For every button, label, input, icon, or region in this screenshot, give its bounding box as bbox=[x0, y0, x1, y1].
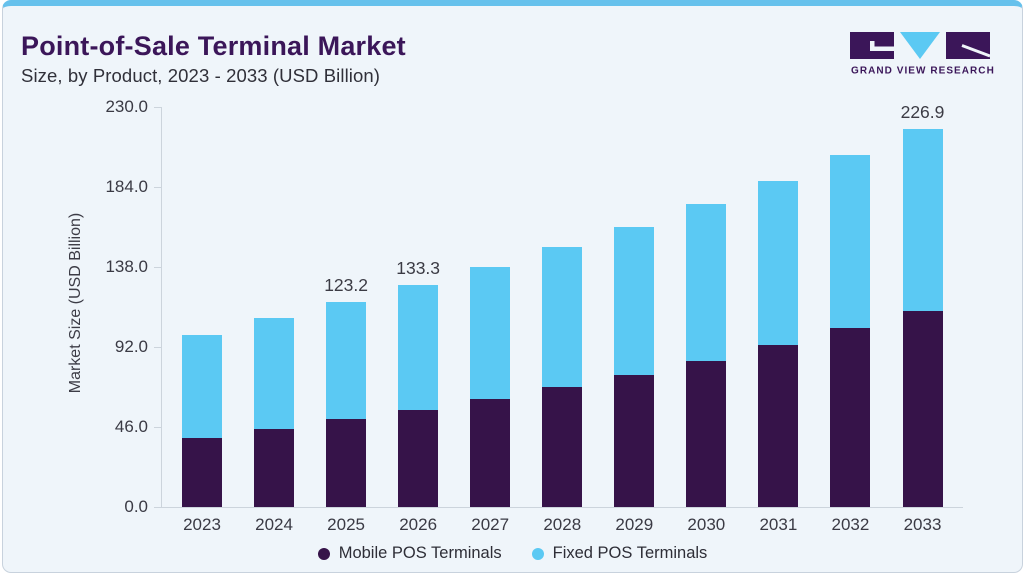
bar-2025 bbox=[326, 301, 367, 507]
y-tick-mark bbox=[154, 186, 162, 188]
legend-item: Mobile POS Terminals bbox=[317, 544, 502, 563]
y-tick-label: 184.0 bbox=[105, 177, 148, 196]
bar-segment-mobile bbox=[254, 428, 295, 507]
bar-2028 bbox=[542, 246, 583, 507]
y-tick-mark bbox=[154, 426, 162, 428]
bar-segment-mobile bbox=[398, 409, 439, 507]
bar-segment-fixed bbox=[686, 203, 727, 361]
legend-label: Fixed POS Terminals bbox=[552, 544, 708, 562]
bar-value-label: 123.2 bbox=[324, 274, 368, 295]
y-tick-mark bbox=[154, 106, 162, 108]
bar-segment-fixed bbox=[614, 226, 655, 375]
bar-2029 bbox=[614, 226, 655, 507]
y-axis-title: Market Size (USD Billion) bbox=[67, 212, 84, 394]
bar-segment-mobile bbox=[542, 386, 583, 507]
bar-segment-mobile bbox=[758, 345, 799, 507]
bar-segment-fixed bbox=[470, 266, 511, 399]
legend-dot-icon bbox=[531, 547, 544, 560]
y-tick-label: 46.0 bbox=[114, 417, 148, 436]
bar-segment-fixed bbox=[254, 317, 295, 429]
bar-2031 bbox=[758, 181, 799, 507]
bar-segment-mobile bbox=[614, 374, 655, 507]
x-axis-label-2024: 2024 bbox=[255, 515, 293, 534]
gvr-logo-text: GRAND VIEW RESEARCH bbox=[851, 66, 995, 77]
x-axis-label-2027: 2027 bbox=[471, 515, 510, 534]
x-axis-label-2025: 2025 bbox=[327, 515, 365, 534]
bar-2027 bbox=[470, 266, 511, 507]
chart-header: Point-of-Sale Terminal Market Size, by P… bbox=[21, 30, 1002, 88]
bar-2030 bbox=[686, 203, 727, 507]
bar-segment-mobile bbox=[326, 419, 367, 507]
x-axis-label-2023: 2023 bbox=[183, 515, 221, 534]
bar-segment-mobile bbox=[470, 398, 511, 507]
x-axis-label-2029: 2029 bbox=[615, 515, 654, 534]
bar-2024 bbox=[254, 317, 295, 507]
page-subtitle: Size, by Product, 2023 - 2033 (USD Billi… bbox=[21, 65, 381, 86]
bar-segment-mobile bbox=[902, 310, 943, 507]
x-axis-label-2026: 2026 bbox=[399, 515, 438, 534]
x-axis-label-2031: 2031 bbox=[759, 515, 798, 534]
bar-segment-mobile bbox=[830, 328, 871, 507]
legend-label: Mobile POS Terminals bbox=[338, 544, 502, 562]
bar-segment-fixed bbox=[326, 301, 367, 420]
bar-segment-fixed bbox=[902, 129, 943, 311]
bar-value-label: 226.9 bbox=[900, 102, 945, 122]
y-tick-label: 230.0 bbox=[105, 97, 148, 116]
y-tick-mark bbox=[154, 506, 162, 508]
legend-dot-icon bbox=[317, 547, 330, 560]
bar-segment-mobile bbox=[182, 437, 222, 507]
x-axis-label-2028: 2028 bbox=[543, 515, 582, 534]
bar-segment-fixed bbox=[542, 246, 583, 387]
plot-area: 0.0 46.0 92.0 138.0 184.0 230.0 2023 2024 123.2 2… bbox=[105, 97, 963, 534]
bar-segment-fixed bbox=[830, 155, 871, 329]
legend: Mobile POS Terminals Fixed POS Terminals bbox=[3, 544, 1022, 563]
gvr-logo: GRAND VIEW RESEARCH bbox=[850, 32, 995, 77]
y-tick-mark bbox=[154, 266, 162, 268]
y-tick-label: 0.0 bbox=[124, 497, 148, 516]
gvr-logo-mark bbox=[850, 32, 991, 59]
bar-segment-fixed bbox=[398, 284, 439, 410]
bar-segment-fixed bbox=[758, 181, 799, 346]
bar-2033 bbox=[902, 129, 943, 507]
bar-2023 bbox=[182, 334, 222, 507]
x-axis-label-2032: 2032 bbox=[831, 515, 870, 534]
bar-segment-fixed bbox=[182, 334, 222, 438]
bar-2032 bbox=[830, 155, 871, 507]
y-tick-mark bbox=[154, 346, 162, 348]
bar-segment-mobile bbox=[686, 360, 727, 507]
legend-item: Fixed POS Terminals bbox=[531, 544, 708, 563]
y-tick-label: 138.0 bbox=[105, 257, 148, 276]
bar-value-label: 133.3 bbox=[396, 257, 441, 278]
bar-2026 bbox=[398, 284, 439, 507]
page-title: Point-of-Sale Terminal Market bbox=[21, 31, 406, 61]
y-tick-label: 92.0 bbox=[114, 337, 148, 356]
x-axis-label-2033: 2033 bbox=[903, 515, 942, 534]
x-axis-label-2030: 2030 bbox=[687, 515, 726, 534]
